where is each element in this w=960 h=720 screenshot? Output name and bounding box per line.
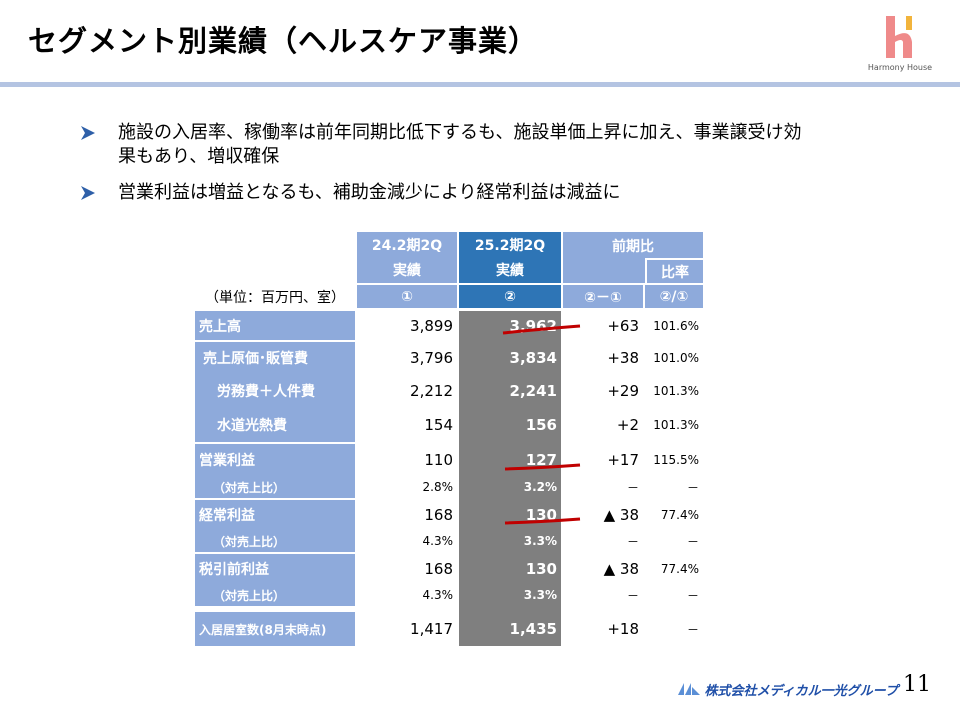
row-curr: 1,435 bbox=[509, 620, 557, 638]
header-curr: 25.2期2Q bbox=[459, 232, 561, 257]
row-label: （対売上比） bbox=[213, 534, 286, 549]
row-ratio: 101.6% bbox=[653, 318, 699, 333]
row-label: 労務費＋人件費 bbox=[217, 384, 315, 400]
row-ratio: 101.0% bbox=[653, 351, 699, 365]
bullet-2: 営業利益は増益となるも、補助金減少により経常利益は減益に bbox=[80, 181, 621, 205]
row-curr: 2,241 bbox=[509, 382, 557, 400]
row-prev: 110 bbox=[424, 451, 453, 469]
row-ratio: 101.3% bbox=[653, 418, 699, 432]
header-c3: ②－① bbox=[563, 285, 643, 308]
row-prev: 3,796 bbox=[410, 349, 453, 367]
header-prev-jisseki: 実績 bbox=[357, 257, 457, 283]
page-title: セグメント別業績（ヘルスケア事業） bbox=[28, 24, 539, 58]
row-ratio: 101.3% bbox=[653, 384, 699, 398]
row-diff: +38 bbox=[607, 349, 639, 367]
bullet-1: 施設の入居率、稼働率は前年同期比低下するも、施設単価上昇に加え、事業譲受け効果も… bbox=[80, 121, 818, 169]
row-diff: +63 bbox=[607, 316, 639, 335]
header-ratio: 比率 bbox=[645, 258, 703, 283]
harmony-house-logo: Harmony House bbox=[860, 14, 940, 74]
row-curr: 3.3% bbox=[523, 588, 557, 602]
row-diff: － bbox=[626, 588, 639, 603]
row-curr: 156 bbox=[525, 416, 557, 434]
current-period-column bbox=[459, 311, 561, 646]
row-ratio: 77.4% bbox=[660, 562, 699, 576]
row-curr: 127 bbox=[525, 451, 557, 469]
row-prev: 2.8% bbox=[422, 480, 454, 494]
company-name: 株式会社メディカル一光グループ bbox=[704, 684, 898, 699]
row-ratio: 77.4% bbox=[660, 508, 699, 522]
row-curr: 3,834 bbox=[509, 349, 557, 367]
header-c2: ② bbox=[459, 285, 561, 308]
row-prev: 168 bbox=[424, 506, 453, 524]
label-block bbox=[195, 500, 355, 552]
red-underline bbox=[504, 517, 581, 525]
row-diff: +29 bbox=[607, 382, 639, 400]
row-label: 入居居室数(8月末時点) bbox=[199, 622, 327, 637]
row-diff: ▲ 38 bbox=[603, 506, 639, 524]
row-curr: 3.2% bbox=[523, 480, 557, 494]
label-block bbox=[195, 311, 355, 340]
row-curr: 3.3% bbox=[523, 534, 557, 548]
header-prev: 24.2期2Q bbox=[357, 232, 457, 257]
label-block bbox=[195, 444, 355, 498]
row-ratio: － bbox=[686, 588, 699, 603]
bullet-arrow-icon bbox=[81, 186, 95, 200]
row-prev: 1,417 bbox=[410, 620, 453, 638]
row-curr: 130 bbox=[525, 506, 557, 524]
page-number: 11 bbox=[903, 672, 931, 697]
row-curr: 130 bbox=[525, 560, 557, 578]
header-divider bbox=[0, 82, 960, 87]
row-label: （対売上比） bbox=[213, 480, 286, 495]
red-underline bbox=[502, 324, 581, 335]
row-label: 水道光熱費 bbox=[217, 418, 287, 434]
label-block bbox=[195, 342, 355, 442]
row-diff: +2 bbox=[616, 416, 639, 434]
header-compare: 前期比 bbox=[563, 232, 703, 283]
row-ratio: 115.5% bbox=[653, 453, 699, 467]
logo-h-icon bbox=[886, 16, 912, 58]
row-label: 売上高 bbox=[199, 318, 241, 335]
row-diff: － bbox=[626, 480, 639, 495]
row-prev: 154 bbox=[424, 416, 453, 434]
row-prev: 4.3% bbox=[422, 588, 454, 602]
header-c1: ① bbox=[357, 285, 457, 308]
row-prev: 2,212 bbox=[410, 382, 453, 400]
row-label: （対売上比） bbox=[213, 588, 286, 603]
row-diff: +18 bbox=[607, 620, 639, 638]
bullet-arrow-icon bbox=[81, 126, 95, 140]
company-logo: 株式会社メディカル一光グループ bbox=[678, 680, 898, 699]
row-prev: 4.3% bbox=[422, 534, 454, 548]
row-prev: 3,899 bbox=[410, 316, 453, 335]
row-diff: +17 bbox=[607, 451, 639, 469]
row-ratio: － bbox=[686, 622, 699, 637]
row-label: 税引前利益 bbox=[199, 562, 269, 578]
unit-label: （単位：百万円、室） bbox=[205, 289, 345, 306]
row-diff: ▲ 38 bbox=[603, 560, 639, 578]
company-logo-icon bbox=[678, 683, 700, 695]
row-label: 営業利益 bbox=[199, 453, 255, 469]
red-underline bbox=[504, 463, 581, 471]
row-diff: － bbox=[626, 534, 639, 549]
row-ratio: － bbox=[686, 480, 699, 495]
label-block bbox=[195, 612, 355, 646]
row-ratio: － bbox=[686, 534, 699, 549]
row-prev: 168 bbox=[424, 560, 453, 578]
header-curr-jisseki: 実績 bbox=[459, 257, 561, 283]
row-label: 経常利益 bbox=[199, 508, 255, 524]
label-block bbox=[195, 554, 355, 606]
row-label: 売上原価･販管費 bbox=[203, 351, 308, 367]
header-c4: ②/① bbox=[645, 285, 703, 308]
